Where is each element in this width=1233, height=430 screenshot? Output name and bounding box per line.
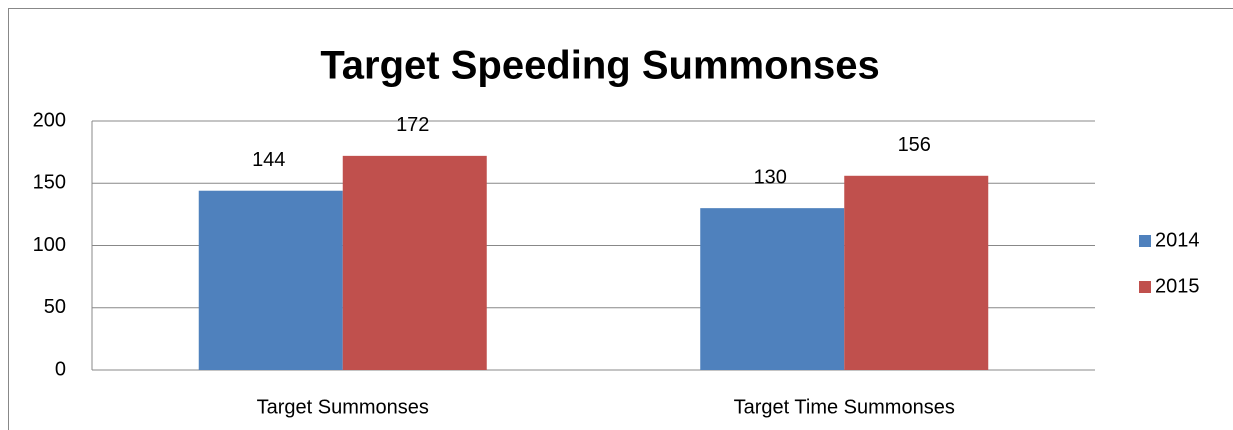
y-tick-label: 150	[33, 172, 66, 194]
data-label: 172	[396, 114, 429, 136]
bar	[844, 175, 989, 370]
legend-label: 2014	[1155, 229, 1200, 251]
bar	[700, 208, 845, 370]
y-tick-label: 0	[55, 358, 66, 380]
y-tick-label: 50	[44, 296, 66, 318]
bar	[342, 155, 487, 370]
data-label: 144	[252, 149, 285, 171]
data-label: 130	[754, 166, 787, 188]
x-tick-label: Target Time Summonses	[734, 396, 955, 418]
chart-border	[8, 8, 1233, 430]
bar	[198, 190, 343, 370]
legend-label: 2015	[1155, 275, 1200, 297]
y-tick-label: 100	[33, 234, 66, 256]
y-tick-label: 200	[33, 109, 66, 131]
legend-swatch	[1139, 281, 1151, 293]
chart-title: Target Speeding Summonses	[320, 44, 879, 88]
data-label: 156	[898, 134, 931, 156]
x-tick-label: Target Summonses	[257, 396, 429, 418]
legend-swatch	[1139, 235, 1151, 247]
